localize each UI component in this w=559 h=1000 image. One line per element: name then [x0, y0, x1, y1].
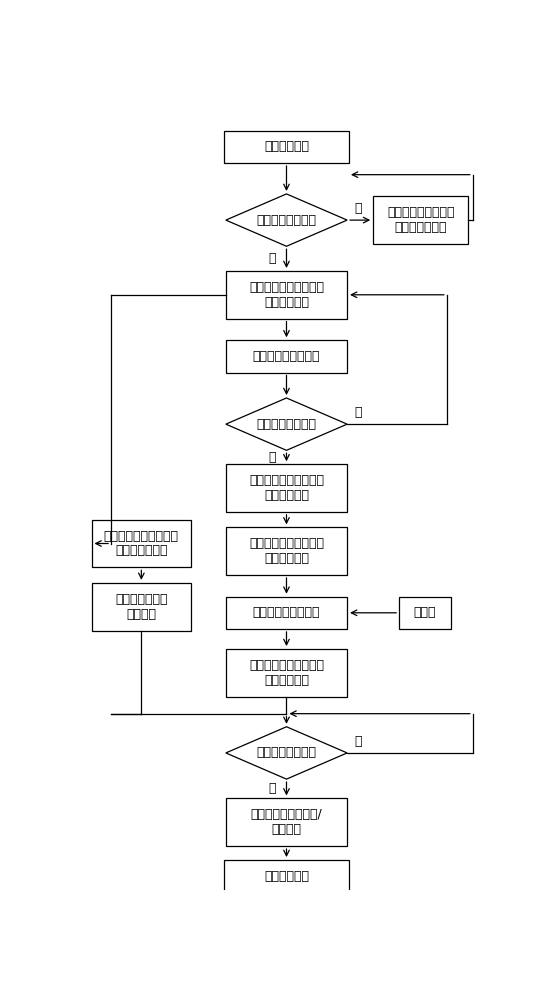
Text: 定时器: 定时器 [414, 606, 437, 619]
FancyBboxPatch shape [92, 583, 191, 631]
Text: 耦合液箱至耦合液喷嘴
组管路逻辑开通: 耦合液箱至耦合液喷嘴 组管路逻辑开通 [104, 530, 179, 558]
FancyBboxPatch shape [226, 271, 347, 319]
FancyBboxPatch shape [226, 597, 347, 629]
FancyBboxPatch shape [226, 649, 347, 697]
Polygon shape [226, 194, 347, 246]
Text: 防冻液箱至降噪喷嘴组
管路逻辑关闭: 防冻液箱至降噪喷嘴组 管路逻辑关闭 [249, 659, 324, 687]
Text: 否: 否 [354, 735, 362, 748]
FancyBboxPatch shape [92, 520, 191, 567]
FancyBboxPatch shape [373, 196, 468, 244]
FancyBboxPatch shape [399, 597, 451, 629]
FancyBboxPatch shape [226, 527, 347, 575]
Text: 防冻液填充降噪管路: 防冻液填充降噪管路 [253, 606, 320, 619]
Text: 是: 是 [268, 451, 276, 464]
Text: 判断降噪是否完成: 判断降噪是否完成 [257, 418, 316, 431]
FancyBboxPatch shape [224, 860, 349, 892]
Text: 否: 否 [354, 202, 362, 215]
FancyBboxPatch shape [224, 131, 349, 163]
Text: 判断是否需要降噪: 判断是否需要降噪 [257, 214, 316, 227]
Text: 耦合液箱至降噪喷嘴组
管路逻辑关闭: 耦合液箱至降噪喷嘴组 管路逻辑关闭 [249, 474, 324, 502]
FancyBboxPatch shape [226, 464, 347, 512]
Text: 超声检测结束: 超声检测结束 [264, 870, 309, 883]
Polygon shape [226, 398, 347, 450]
Text: 耦合液输出进行降噪: 耦合液输出进行降噪 [253, 350, 320, 363]
Text: 耦合液箱至降噪喷嘴
组管路逻辑关闭: 耦合液箱至降噪喷嘴 组管路逻辑关闭 [387, 206, 454, 234]
Text: 所有管路填充防冻液/
管路排空: 所有管路填充防冻液/ 管路排空 [250, 808, 323, 836]
Text: 耦合液输出进行
超声耦合: 耦合液输出进行 超声耦合 [115, 593, 168, 621]
FancyBboxPatch shape [226, 340, 347, 373]
Text: 防冻液箱至降噪喷嘴组
管路逻辑开通: 防冻液箱至降噪喷嘴组 管路逻辑开通 [249, 537, 324, 565]
Text: 超声检测是否结束: 超声检测是否结束 [257, 746, 316, 759]
Text: 耦合液箱至降噪喷嘴组
管路逻辑开通: 耦合液箱至降噪喷嘴组 管路逻辑开通 [249, 281, 324, 309]
Text: 是: 是 [268, 782, 276, 795]
Polygon shape [226, 727, 347, 779]
Text: 超声检测开始: 超声检测开始 [264, 140, 309, 153]
Text: 是: 是 [268, 252, 276, 265]
FancyBboxPatch shape [226, 798, 347, 846]
Text: 否: 否 [354, 406, 362, 419]
